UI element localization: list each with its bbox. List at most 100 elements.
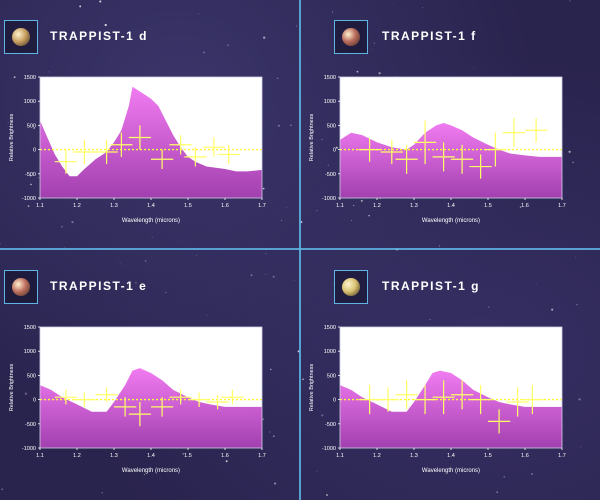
star-dot xyxy=(143,473,145,475)
y-tick-label: 500 xyxy=(327,373,336,379)
y-axis-label: Relative Brightness xyxy=(9,114,15,162)
star-dot xyxy=(71,220,74,224)
star-dot xyxy=(1,488,4,491)
star-dot xyxy=(104,23,107,27)
star-dot xyxy=(37,177,40,179)
y-tick-label: 1000 xyxy=(324,349,336,355)
star-dot xyxy=(378,72,381,75)
star-dot xyxy=(159,477,161,479)
planet-f-icon xyxy=(342,28,360,46)
star-dot xyxy=(368,214,370,217)
y-tick-label: 0 xyxy=(333,398,336,404)
star-dot xyxy=(276,77,279,80)
chart-title: TRAPPIST-1 e xyxy=(50,279,148,293)
star-dot xyxy=(578,398,581,401)
star-dot xyxy=(568,150,571,153)
star-dot xyxy=(262,187,265,190)
observation-point xyxy=(395,144,418,174)
star-dot xyxy=(274,482,277,485)
y-tick-label: 0 xyxy=(33,148,36,154)
star-dot xyxy=(551,308,554,311)
star-dot xyxy=(351,220,352,221)
star-dot xyxy=(0,242,1,245)
observation-point xyxy=(395,380,418,410)
star-dot xyxy=(206,314,208,316)
x-tick-label: 1.1 xyxy=(336,453,344,459)
x-tick-label: 1.4 xyxy=(447,203,455,209)
observation-point xyxy=(469,385,492,415)
x-tick-label: 1.7 xyxy=(258,203,266,209)
vertical-divider xyxy=(299,0,301,500)
y-tick-label: -1000 xyxy=(22,446,36,452)
observation-point xyxy=(206,394,229,410)
star-dot xyxy=(536,283,537,285)
observation-point xyxy=(380,139,403,165)
star-dot xyxy=(250,274,253,277)
planet-d-icon xyxy=(12,28,30,46)
star-dot xyxy=(277,124,280,127)
x-tick-label: 1.2 xyxy=(373,453,381,459)
observation-point xyxy=(169,389,192,405)
y-tick-label: 1000 xyxy=(24,349,36,355)
planet-e-icon xyxy=(12,278,30,296)
planet-g-thumbnail xyxy=(334,270,368,304)
y-tick-label: -1000 xyxy=(322,446,336,452)
star-dot xyxy=(580,446,582,448)
y-tick-label: 500 xyxy=(27,373,36,379)
x-tick-label: 1.5 xyxy=(484,453,492,459)
star-dot xyxy=(326,494,328,496)
observation-point xyxy=(73,139,96,165)
x-axis-label: Wavelength (microns) xyxy=(122,218,180,224)
x-tick-label: 1.6 xyxy=(221,453,229,459)
star-dot xyxy=(269,431,271,433)
x-tick-label: 1.4 xyxy=(147,453,155,459)
star-dot xyxy=(321,138,323,141)
observation-point xyxy=(73,392,96,407)
y-tick-label: 500 xyxy=(27,123,36,129)
x-tick-label: 1.7 xyxy=(258,453,266,459)
star-dot xyxy=(13,76,16,79)
observation-point xyxy=(184,147,207,167)
x-tick-label: 1.6 xyxy=(521,203,529,209)
y-tick-label: 1500 xyxy=(324,325,336,331)
star-dot xyxy=(422,6,424,8)
observation-point xyxy=(377,387,400,412)
star-dot xyxy=(473,67,475,69)
observation-point xyxy=(488,409,511,434)
x-tick-label: 1.5 xyxy=(184,453,192,459)
x-tick-label: 1.2 xyxy=(73,203,81,209)
star-dot xyxy=(225,460,228,463)
star-dot xyxy=(7,122,9,124)
y-tick-label: -1000 xyxy=(322,196,336,202)
star-dot xyxy=(100,18,102,20)
observation-point xyxy=(521,385,544,415)
y-axis-label: Relative Brightness xyxy=(9,364,15,412)
star-dot xyxy=(182,452,185,455)
star-dot xyxy=(10,154,13,156)
observation-point xyxy=(54,149,77,174)
chart-title: TRAPPIST-1 g xyxy=(382,279,481,293)
star-dot xyxy=(198,13,199,15)
star-dot xyxy=(290,124,292,126)
star-dot xyxy=(335,146,338,149)
observation-point xyxy=(451,380,474,410)
star-dot xyxy=(429,319,431,321)
observation-point xyxy=(128,402,151,427)
x-tick-label: 1.5 xyxy=(484,203,492,209)
x-tick-label: 1.3 xyxy=(110,453,118,459)
model-spectrum-area xyxy=(340,370,562,448)
x-tick-label: 1.1 xyxy=(336,203,344,209)
star-dot xyxy=(373,42,376,44)
x-tick-label: 1.3 xyxy=(110,203,118,209)
star-dot xyxy=(227,44,229,46)
x-axis-label: Wavelength (microns) xyxy=(122,468,180,474)
y-tick-label: -500 xyxy=(25,172,36,178)
star-dot xyxy=(280,219,283,222)
star-dot xyxy=(321,414,324,417)
star-dot xyxy=(576,304,578,306)
star-dot xyxy=(265,252,267,254)
observation-point xyxy=(414,385,437,415)
star-dot xyxy=(27,205,30,208)
star-dot xyxy=(48,71,50,73)
